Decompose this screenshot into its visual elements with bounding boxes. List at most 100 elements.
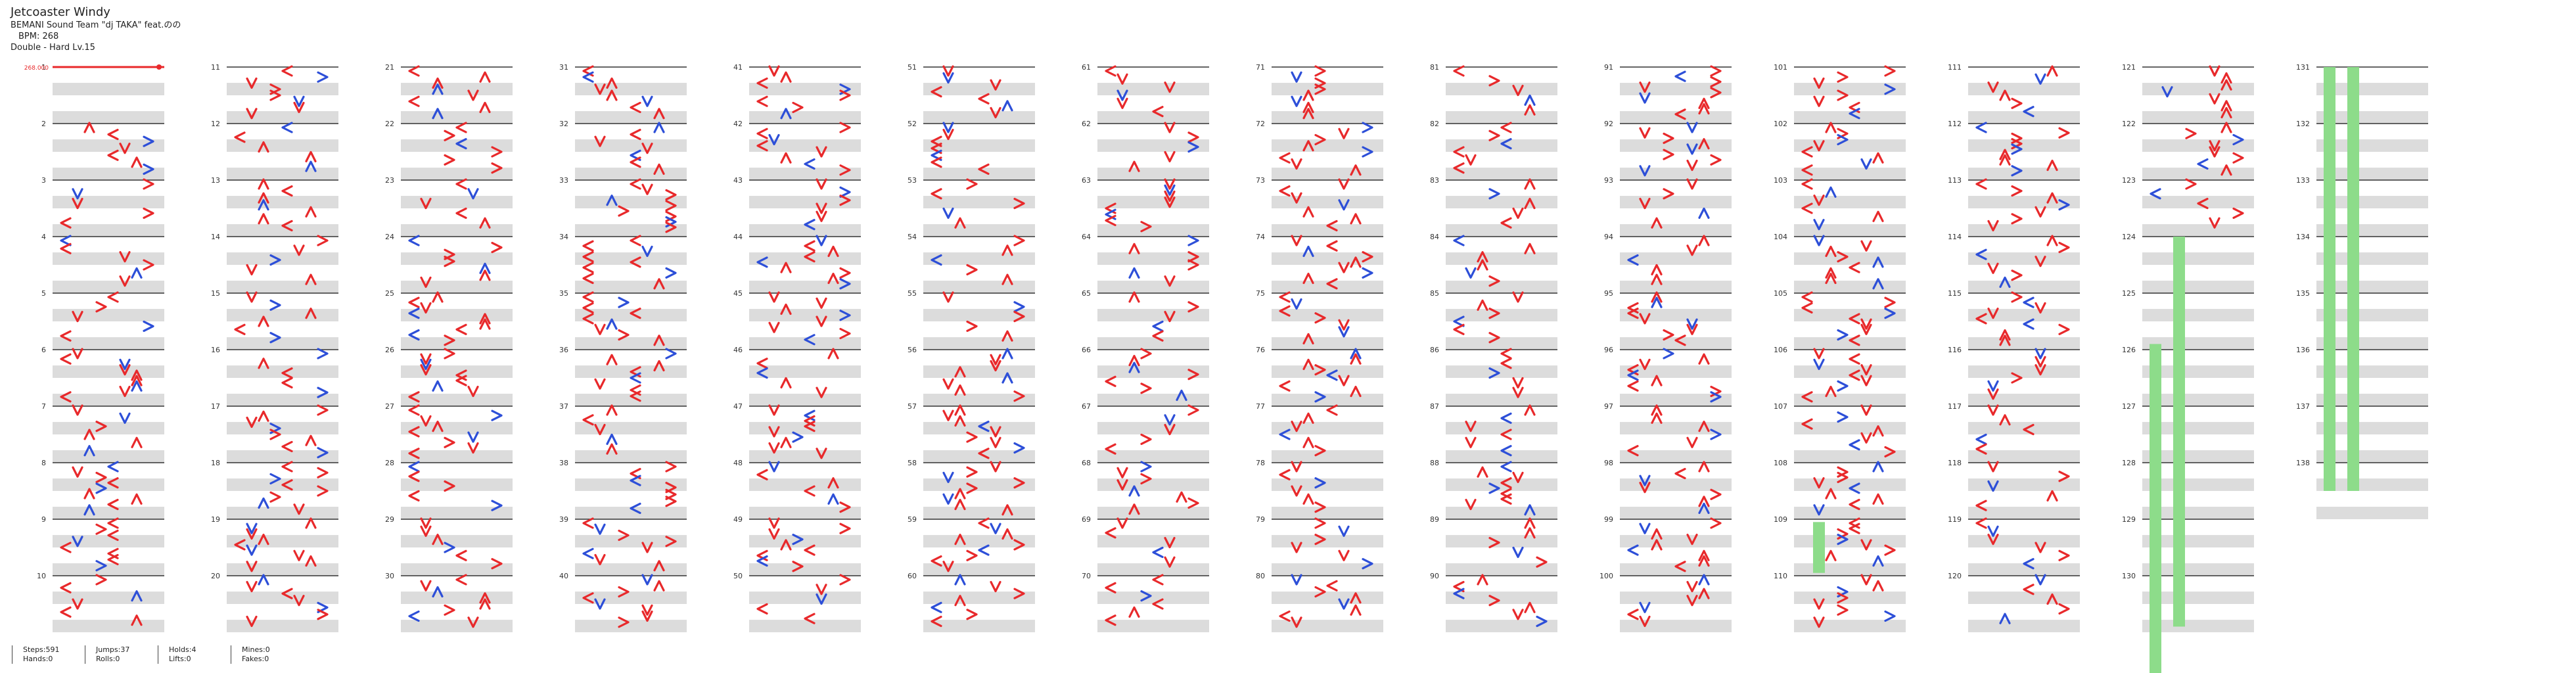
right-arrow-icon — [2185, 178, 2197, 190]
left-arrow-icon — [281, 479, 293, 491]
down-arrow-icon — [1338, 375, 1350, 386]
down-arrow-icon — [293, 95, 305, 107]
measure-number: 76 — [1256, 346, 1265, 354]
up-arrow-icon — [1698, 103, 1710, 115]
up-arrow-icon — [1128, 485, 1140, 497]
right-arrow-icon — [839, 186, 851, 198]
down-arrow-icon — [1686, 436, 1698, 448]
up-arrow-icon — [1825, 245, 1837, 258]
down-arrow-icon — [246, 264, 258, 275]
left-arrow-icon — [60, 391, 72, 403]
right-arrow-icon — [1488, 367, 1500, 379]
left-arrow-icon — [2023, 424, 2035, 436]
up-arrow-icon — [2046, 65, 2058, 77]
left-arrow-icon — [2023, 558, 2035, 570]
measure-number: 47 — [733, 402, 743, 411]
measure-band — [1446, 281, 1557, 293]
right-arrow-icon — [966, 482, 978, 494]
right-arrow-icon — [2011, 372, 2023, 384]
down-arrow-icon — [1813, 358, 1825, 371]
down-arrow-icon — [246, 416, 258, 429]
down-arrow-icon — [1686, 159, 1698, 172]
up-arrow-icon — [1825, 186, 1837, 198]
down-arrow-icon — [1164, 556, 1176, 568]
left-arrow-icon — [1105, 375, 1116, 387]
measure-band — [1620, 620, 1732, 632]
measure-band — [575, 281, 687, 293]
measure-band — [227, 139, 338, 152]
right-arrow-icon — [966, 320, 978, 332]
right-arrow-icon — [1488, 308, 1500, 319]
up-arrow-icon — [479, 269, 491, 281]
up-arrow-icon — [479, 217, 491, 229]
measure-band — [1272, 563, 1383, 576]
left-arrow-icon — [582, 313, 594, 325]
up-arrow-icon — [780, 152, 792, 164]
measure-number: 30 — [385, 572, 394, 580]
measure-band — [1620, 168, 1732, 180]
down-arrow-icon — [1291, 298, 1302, 310]
measure-number: 116 — [1948, 346, 1962, 354]
up-arrow-icon — [1698, 97, 1710, 109]
down-arrow-icon — [1291, 235, 1302, 246]
measure-number: 85 — [1430, 289, 1439, 298]
left-arrow-icon — [582, 71, 594, 83]
right-arrow-icon — [1314, 65, 1326, 77]
right-arrow-icon — [839, 89, 851, 101]
right-arrow-icon — [665, 221, 677, 233]
measure-band — [1097, 592, 1209, 604]
up-arrow-icon — [653, 278, 665, 290]
right-arrow-icon — [665, 536, 677, 547]
stat-holds: Holds:4 — [169, 645, 196, 654]
measure-band — [1272, 535, 1383, 547]
measure-number: 118 — [1948, 459, 1962, 467]
measure-band — [53, 535, 164, 547]
left-arrow-icon — [804, 544, 816, 556]
measure-band — [2316, 365, 2428, 378]
down-arrow-icon — [641, 542, 653, 553]
measure-band — [923, 507, 1035, 519]
down-arrow-icon — [1860, 432, 1872, 444]
down-arrow-icon — [2035, 364, 2046, 376]
down-arrow-icon — [246, 615, 258, 628]
left-arrow-icon — [1453, 65, 1465, 77]
left-arrow-icon — [978, 421, 990, 432]
up-arrow-icon — [1825, 122, 1837, 133]
down-arrow-icon — [1860, 404, 1872, 416]
right-arrow-icon — [143, 135, 154, 147]
left-arrow-icon — [756, 140, 768, 152]
measure-band — [2142, 535, 2254, 547]
measure-number: 35 — [559, 289, 568, 298]
measure-number: 102 — [1774, 120, 1787, 128]
left-arrow-icon — [60, 542, 72, 553]
right-arrow-icon — [1663, 149, 1674, 160]
left-arrow-icon — [107, 498, 119, 511]
down-arrow-icon — [2161, 86, 2173, 98]
measure-band — [1968, 620, 2080, 632]
down-arrow-icon — [467, 188, 479, 200]
up-arrow-icon — [2220, 164, 2232, 176]
measure-band — [2142, 252, 2254, 265]
up-arrow-icon — [1001, 330, 1013, 342]
down-arrow-icon — [594, 83, 606, 95]
right-arrow-icon — [1013, 235, 1025, 246]
measure-band — [1097, 252, 1209, 265]
right-arrow-icon — [1710, 76, 1722, 88]
stats-box-steps: Steps:591 Hands:0 — [12, 645, 85, 664]
measure-band — [1620, 450, 1732, 463]
right-arrow-icon — [1187, 497, 1199, 509]
up-arrow-icon — [1698, 207, 1710, 219]
left-arrow-icon — [582, 262, 594, 273]
down-arrow-icon — [1860, 574, 1872, 586]
measure-band — [401, 111, 513, 124]
measure-band — [575, 168, 687, 180]
right-arrow-icon — [2058, 323, 2070, 335]
measure-band — [575, 535, 687, 547]
measure-band — [1097, 365, 1209, 378]
left-arrow-icon — [408, 65, 420, 77]
down-arrow-icon — [2035, 574, 2046, 586]
down-arrow-icon — [119, 251, 131, 263]
down-arrow-icon — [768, 528, 780, 540]
measure-band — [2142, 422, 2254, 434]
right-arrow-icon — [1013, 198, 1025, 210]
